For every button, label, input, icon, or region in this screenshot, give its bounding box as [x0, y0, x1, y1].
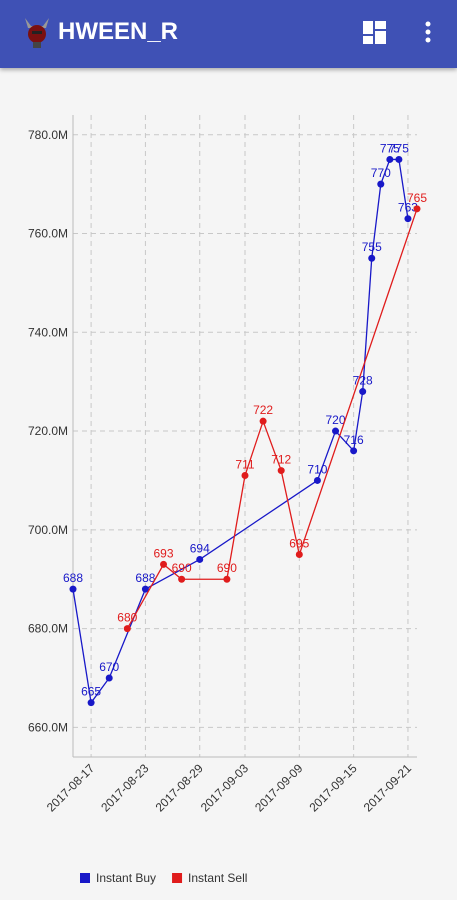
- data-point: [313, 476, 321, 484]
- legend-label: Instant Buy: [96, 871, 156, 885]
- data-point: [160, 560, 168, 568]
- x-tick-label: 2017-09-03: [198, 761, 252, 815]
- series-line: [72, 158, 409, 705]
- menu-button[interactable]: [420, 20, 436, 46]
- data-point: [141, 585, 149, 593]
- data-label: 720: [326, 413, 346, 427]
- data-point: [196, 555, 204, 563]
- data-point: [395, 155, 403, 163]
- x-tick-label: 2017-08-23: [98, 761, 152, 815]
- app-title: HWEEN_R: [58, 18, 179, 45]
- data-point: [69, 585, 77, 593]
- data-point: [178, 575, 186, 583]
- data-label: 711: [235, 458, 254, 472]
- data-label: 722: [253, 403, 273, 417]
- data-label: 770: [371, 166, 391, 180]
- x-tick-label: 2017-09-15: [306, 761, 360, 815]
- data-label: 665: [81, 685, 101, 699]
- data-point: [241, 472, 249, 480]
- data-label: 690: [172, 561, 192, 575]
- data-label: 775: [380, 141, 400, 155]
- chart: 660.0M 680.0M 700.0M 720.0M 740.0M 760.0M 780.…: [28, 115, 427, 885]
- data-point: [359, 388, 367, 396]
- data-point: [386, 155, 394, 163]
- data-label: 712: [271, 453, 291, 467]
- y-tick-label: 720.0M: [28, 424, 68, 438]
- y-tick-label: 760.0M: [28, 227, 68, 241]
- data-label: 710: [307, 462, 327, 476]
- data-label: 670: [99, 660, 119, 674]
- y-tick-label: 780.0M: [28, 128, 68, 142]
- app-bar: HWEEN_R: [0, 0, 457, 68]
- data-point: [413, 205, 421, 213]
- data-point: [368, 254, 376, 262]
- data-label: 763: [398, 201, 418, 215]
- data-label: 694: [190, 541, 210, 555]
- data-label: 695: [289, 537, 309, 551]
- data-point: [404, 215, 412, 223]
- x-tick-label: 2017-09-21: [361, 761, 415, 815]
- data-point: [259, 417, 267, 425]
- data-point: [223, 575, 231, 583]
- data-label: 688: [63, 571, 83, 585]
- y-tick-label: 740.0M: [28, 325, 68, 339]
- app-icon[interactable]: [22, 16, 52, 50]
- data-label: 680: [117, 611, 137, 625]
- data-point: [350, 447, 358, 455]
- legend-swatch: [172, 873, 183, 883]
- data-label: 755: [362, 240, 382, 254]
- legend-label: Instant Sell: [188, 871, 247, 885]
- data-label: 690: [217, 561, 237, 575]
- data-label: 693: [154, 546, 174, 560]
- data-point: [295, 551, 303, 559]
- data-label: 775: [389, 141, 409, 155]
- data-label: 728: [353, 374, 373, 388]
- data-point: [332, 427, 340, 435]
- data-label: 688: [135, 571, 155, 585]
- data-point: [377, 180, 385, 188]
- layout-button[interactable]: [363, 21, 387, 45]
- x-tick-label: 2017-09-09: [252, 761, 306, 815]
- data-point: [87, 699, 95, 707]
- data-point: [105, 674, 113, 682]
- data-label: 716: [344, 433, 364, 447]
- legend-swatch: [80, 873, 90, 883]
- data-label: 765: [407, 191, 427, 205]
- data-point: [123, 625, 131, 633]
- data-point: [277, 467, 285, 475]
- x-tick-label: 2017-08-17: [44, 761, 98, 815]
- x-tick-label: 2017-08-29: [153, 761, 207, 815]
- y-tick-label: 680.0M: [28, 622, 68, 636]
- y-tick-label: 700.0M: [28, 523, 68, 537]
- y-tick-label: 660.0M: [28, 720, 68, 734]
